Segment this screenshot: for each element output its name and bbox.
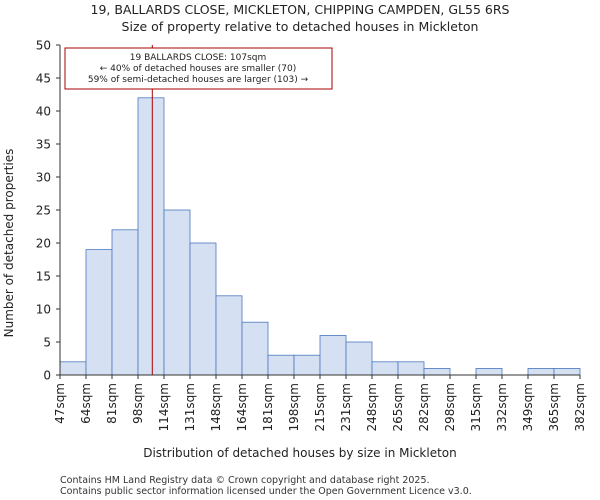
x-tick-label: 148sqm [209,383,223,431]
footer-line-1: Contains HM Land Registry data © Crown c… [60,475,430,486]
bar-131sqm [189,242,217,376]
x-tick-label: 181sqm [261,383,275,431]
x-axis-label: Distribution of detached houses by size … [143,446,457,460]
annotation-box: 19 BALLARDS CLOSE: 107sqm ← 40% of detac… [64,47,333,90]
footer-line-2: Contains public sector information licen… [60,486,472,497]
x-tick-label: 215sqm [313,383,327,431]
x-tick-label: 131sqm [183,383,197,431]
x-tick-label: 164sqm [235,383,249,431]
x-tick-label: 365sqm [547,383,561,431]
x-tick-label: 248sqm [365,383,379,431]
x-tick-label: 47sqm [53,383,67,424]
bar-114sqm [163,209,191,376]
y-axis-ticks: 0 5 10 15 20 25 30 35 40 45 50 [36,39,60,383]
y-axis-label: Number of detached properties [2,149,16,338]
y-tick-label: 50 [36,39,51,53]
x-tick-label: 382sqm [573,383,587,431]
bar-248sqm [371,361,399,376]
x-tick-label: 315sqm [469,383,483,431]
bar-164sqm [241,321,269,376]
y-tick-label: 15 [36,270,51,284]
chart-title: 19, BALLARDS CLOSE, MICKLETON, CHIPPING … [91,2,510,17]
x-tick-label: 81sqm [105,383,119,424]
annotation-line-3: 59% of semi-detached houses are larger (… [88,75,309,85]
bar-315sqm [475,367,503,376]
x-tick-label: 64sqm [79,383,93,424]
annotation-line-1: 19 BALLARDS CLOSE: 107sqm [130,53,267,63]
bar-265sqm [397,361,425,376]
x-tick-label: 332sqm [495,383,509,431]
y-tick-label: 20 [36,237,51,251]
bar-282sqm [423,367,451,376]
x-tick-label: 198sqm [287,383,301,431]
y-tick-label: 10 [36,303,51,317]
x-tick-label: 282sqm [417,383,431,431]
y-tick-label: 0 [43,369,51,383]
chart-subtitle: Size of property relative to detached ho… [122,19,479,34]
bar-81sqm [111,229,139,376]
bar-231sqm [345,341,373,376]
x-tick-label: 98sqm [131,383,145,424]
bar-365sqm [553,367,581,376]
x-axis-ticks: 47sqm 64sqm 81sqm 98sqm 114sqm 131sqm 148sqm 16… [53,375,587,431]
x-tick-label: 265sqm [391,383,405,431]
y-tick-label: 5 [43,336,51,350]
annotation-line-2: ← 40% of detached houses are smaller (70… [100,64,297,74]
bar-47sqm [59,361,87,376]
bar-198sqm [293,354,321,376]
bar-215sqm [319,334,347,376]
x-tick-label: 231sqm [339,383,353,431]
x-tick-label: 298sqm [443,383,457,431]
x-tick-label: 114sqm [157,383,171,431]
y-tick-label: 25 [36,204,51,218]
bar-98sqm [137,97,165,376]
bar-64sqm [85,249,113,376]
bars-group [59,97,581,376]
y-tick-label: 40 [36,105,51,119]
x-tick-label: 349sqm [521,383,535,431]
bar-148sqm [215,295,243,376]
bar-181sqm [267,354,295,376]
y-tick-label: 45 [36,72,51,86]
bar-349sqm [527,367,555,376]
y-tick-label: 30 [36,171,51,185]
annotation-frame [64,47,333,90]
y-tick-label: 35 [36,138,51,152]
